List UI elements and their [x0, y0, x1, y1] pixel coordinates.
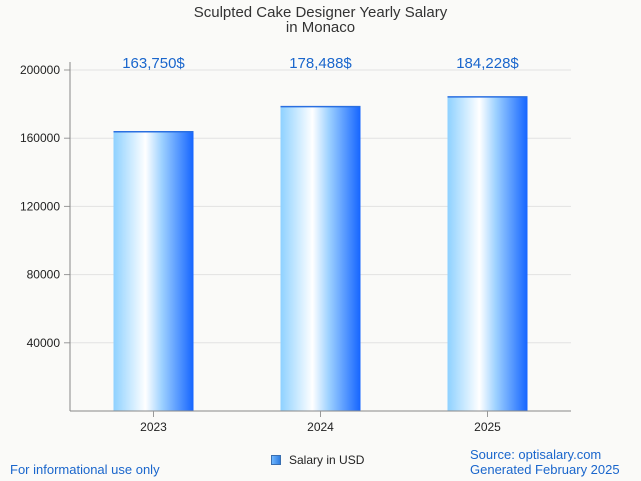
y-tick-label: 120000 — [20, 199, 60, 213]
data-label: 184,228$ — [456, 55, 519, 72]
chart-title-line2: in Monaco — [285, 19, 356, 36]
disclaimer-text: For informational use only — [10, 462, 160, 477]
bar — [113, 131, 194, 411]
data-label: 178,488$ — [289, 55, 352, 72]
y-tick-label: 160000 — [20, 131, 60, 145]
y-tick-label: 200000 — [20, 63, 60, 77]
bar — [280, 106, 361, 411]
y-tick-label: 40000 — [27, 336, 61, 350]
bar — [447, 96, 528, 411]
legend-label: Salary in USD — [289, 453, 365, 467]
x-tick-label: 2024 — [307, 420, 334, 434]
data-label: 163,750$ — [122, 55, 185, 72]
chart-title-line1: Sculpted Cake Designer Yearly Salary — [193, 4, 448, 21]
x-tick-label: 2023 — [140, 420, 167, 434]
source-link[interactable]: Source: optisalary.com — [470, 447, 602, 462]
legend: Salary in USD — [271, 453, 364, 467]
x-tick-label: 2025 — [474, 420, 501, 434]
legend-swatch — [271, 455, 281, 465]
generated-date: Generated February 2025 — [470, 462, 620, 477]
y-tick-label: 80000 — [27, 268, 61, 282]
